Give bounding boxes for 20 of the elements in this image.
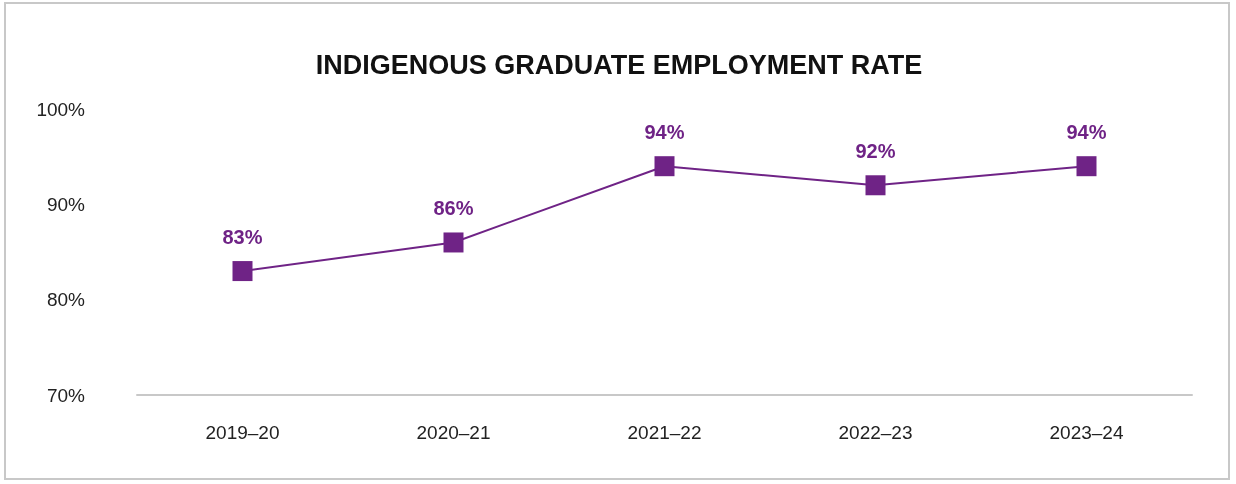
- x-tick-label: 2023–24: [1049, 422, 1124, 443]
- point: [865, 175, 886, 196]
- data-label: 94%: [644, 121, 685, 144]
- y-tick-label: 70%: [46, 384, 86, 406]
- x-tick-label: 2019–20: [205, 422, 280, 443]
- y-tick-label: 100%: [36, 98, 86, 120]
- y-tick-label: 80%: [46, 289, 86, 311]
- x-tick-label: 2020–21: [416, 422, 491, 443]
- chart-title: INDIGENOUS GRADUATE EMPLOYMENT RATE: [315, 49, 923, 80]
- data-label: 92%: [855, 140, 896, 163]
- x-tick-label: 2022–23: [838, 422, 913, 443]
- data-label: 83%: [222, 226, 263, 249]
- x-tick-label: 2021–22: [627, 422, 702, 443]
- point: [1076, 156, 1097, 177]
- data-label: 86%: [433, 197, 474, 220]
- data-label: 94%: [1066, 121, 1107, 144]
- point: [232, 261, 253, 282]
- point: [654, 156, 675, 177]
- point: [443, 232, 464, 253]
- y-tick-label: 90%: [46, 193, 86, 215]
